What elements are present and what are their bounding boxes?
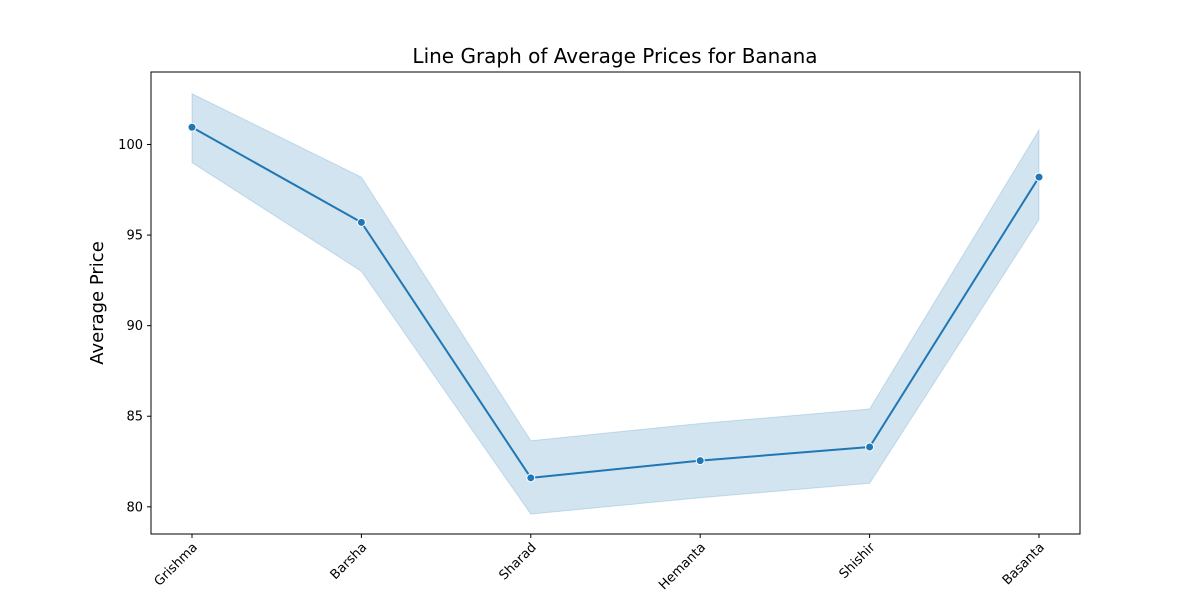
x-tick-label-sharad: Sharad: [496, 540, 539, 583]
x-tick-label-shishir: Shishir: [837, 540, 879, 582]
y-axis-label: Average Price: [87, 241, 108, 365]
series-line: [191, 126, 1040, 479]
y-tick-label: 85: [126, 410, 143, 425]
data-point-grishma: [187, 122, 197, 132]
x-tick-label-grishma: Grishma: [152, 540, 201, 589]
y-tick-label: 80: [126, 500, 143, 515]
chart-title: Line Graph of Average Prices for Banana: [412, 44, 817, 68]
y-tick-label: 100: [118, 138, 143, 153]
data-point-hemanta: [695, 456, 705, 466]
plot-area: 80 85 90 95 100 Grishma Barsha Sharad Hemanta Shi…: [118, 71, 1081, 593]
x-tick-label-basanta: Basanta: [1000, 540, 1048, 588]
y-tick-label: 95: [126, 229, 143, 244]
x-tick-label-barsha: Barsha: [328, 540, 371, 583]
confidence-band: [191, 92, 1040, 515]
data-point-barsha: [356, 217, 366, 227]
data-point-shishir: [865, 442, 875, 452]
y-tick-label: 90: [126, 319, 143, 334]
plot-frame: [150, 71, 1081, 535]
data-point-sharad: [526, 473, 536, 483]
x-tick-label-hemanta: Hemanta: [656, 540, 709, 593]
data-point-basanta: [1034, 172, 1044, 182]
